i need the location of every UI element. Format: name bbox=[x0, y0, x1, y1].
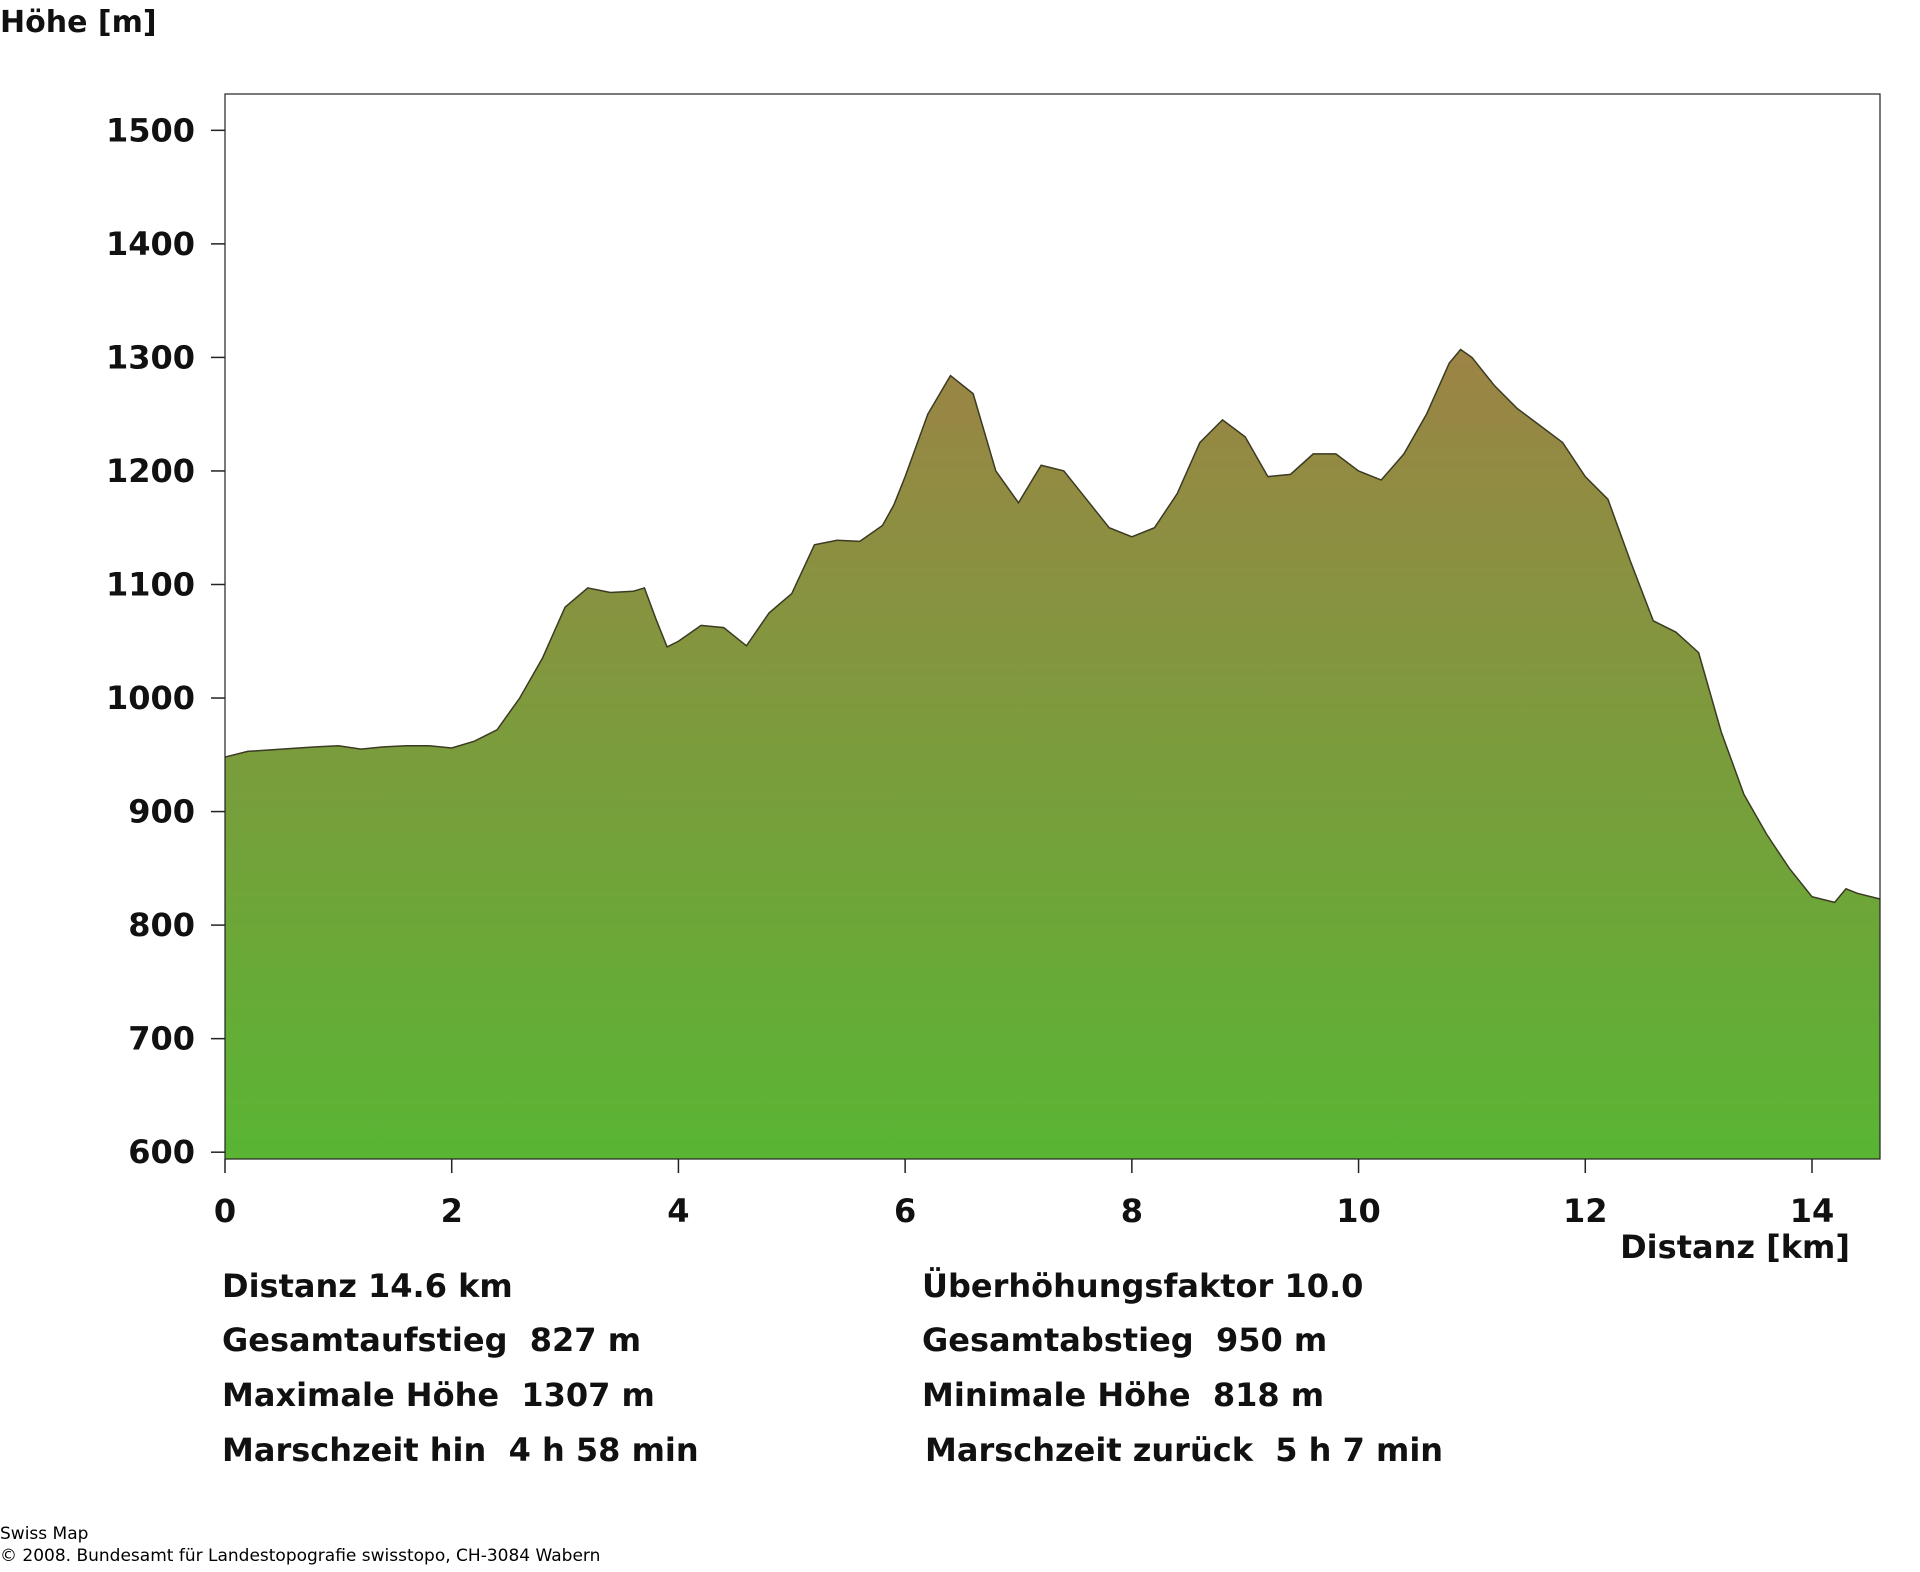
elevation-line bbox=[224, 348, 1881, 904]
x-tick-label: 10 bbox=[1336, 1192, 1381, 1230]
stat: Marschzeit zurück 5 h 7 min bbox=[925, 1431, 1443, 1469]
stat: Gesamtabstieg 950 m bbox=[922, 1321, 1327, 1359]
y-tick-label: 1100 bbox=[106, 565, 195, 603]
y-tick-label: 1200 bbox=[106, 452, 195, 490]
y-tick-label: 700 bbox=[128, 1020, 195, 1058]
elevation-area bbox=[225, 349, 1880, 1159]
footer: © 2008. Bundesamt für Landestopografie s… bbox=[0, 1546, 600, 1566]
y-tick-label: 600 bbox=[128, 1133, 195, 1171]
y-tick-label: 800 bbox=[128, 906, 195, 944]
stat: Gesamtaufstieg 827 m bbox=[222, 1321, 641, 1359]
x-tick-label: 4 bbox=[667, 1192, 689, 1230]
stat: Überhöhungsfaktor 10.0 bbox=[922, 1267, 1363, 1305]
footer: Swiss Map bbox=[0, 1524, 88, 1544]
x-tick-label: 14 bbox=[1790, 1192, 1835, 1230]
stat: Distanz 14.6 km bbox=[222, 1267, 513, 1305]
x-tick-label: 6 bbox=[894, 1192, 916, 1230]
x-tick-label: 8 bbox=[1121, 1192, 1143, 1230]
y-tick-label: 1300 bbox=[106, 338, 195, 376]
y-tick-label: 900 bbox=[128, 793, 195, 831]
y-tick-label: 1000 bbox=[106, 679, 195, 717]
stat: Minimale Höhe 818 m bbox=[922, 1376, 1324, 1414]
x-tick-label: 0 bbox=[214, 1192, 236, 1230]
stat: Maximale Höhe 1307 m bbox=[222, 1376, 655, 1414]
x-tick-label: 12 bbox=[1563, 1192, 1608, 1230]
y-tick-label: 1400 bbox=[106, 225, 195, 263]
x-tick-label: 2 bbox=[441, 1192, 463, 1230]
y-axis-label: Höhe [m] bbox=[0, 5, 157, 40]
y-tick-label: 1500 bbox=[106, 111, 195, 149]
plot-frame bbox=[224, 93, 1881, 1160]
stat: Marschzeit hin 4 h 58 min bbox=[222, 1431, 699, 1469]
x-axis-label: Distanz [km] bbox=[1620, 1228, 1850, 1266]
